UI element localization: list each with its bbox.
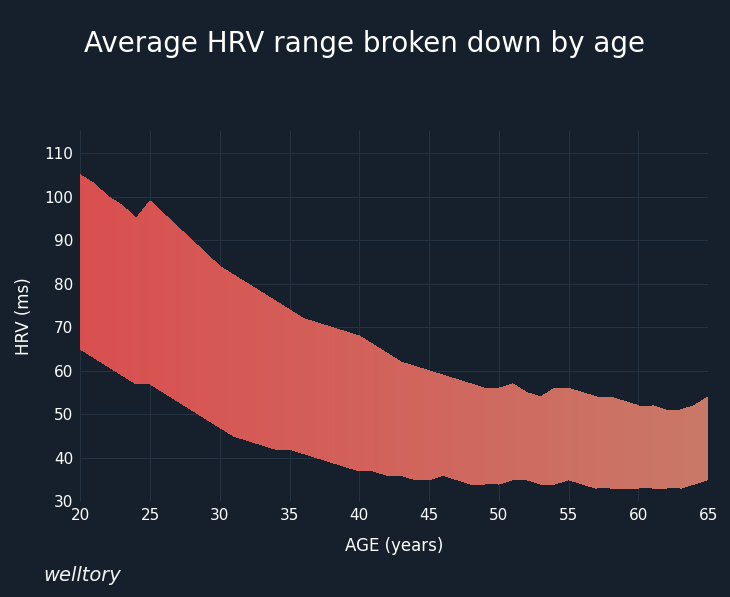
Text: Average HRV range broken down by age: Average HRV range broken down by age: [85, 30, 645, 58]
Text: welltory: welltory: [44, 566, 122, 585]
X-axis label: AGE (years): AGE (years): [345, 537, 443, 555]
Y-axis label: HRV (ms): HRV (ms): [15, 278, 34, 355]
